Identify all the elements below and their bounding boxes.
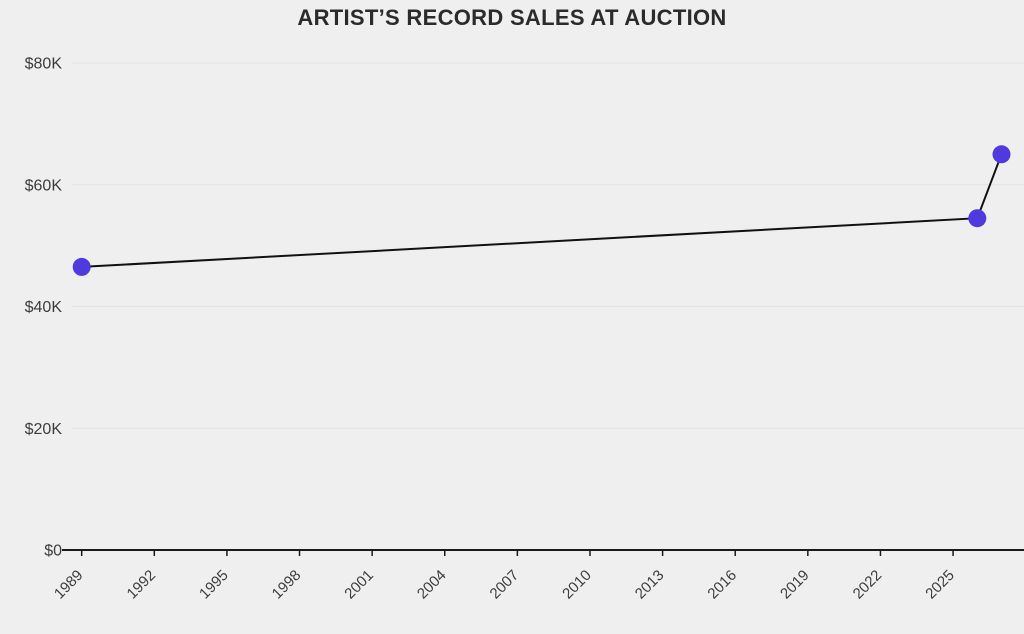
data-point bbox=[968, 209, 987, 228]
x-axis-tick-label: 2004 bbox=[414, 567, 450, 603]
x-axis-tick-label: 2016 bbox=[704, 567, 740, 603]
y-axis-tick-label: $80K bbox=[25, 56, 63, 73]
chart-title: ARTIST’S RECORD SALES AT AUCTION bbox=[297, 5, 727, 30]
y-axis-tick-label: $20K bbox=[25, 421, 63, 438]
x-axis-tick-label: 2019 bbox=[777, 567, 813, 603]
y-axis-tick-label: $60K bbox=[25, 177, 63, 194]
y-axis-tick-label: $40K bbox=[25, 299, 63, 316]
x-axis-tick-label: 2025 bbox=[922, 567, 958, 603]
y-axis-tick-label: $0 bbox=[44, 543, 62, 560]
x-axis-tick-label: 2010 bbox=[559, 567, 595, 603]
x-axis-tick-label: 2022 bbox=[850, 567, 886, 603]
x-axis-tick-label: 2007 bbox=[487, 567, 523, 603]
x-axis-tick-label: 1989 bbox=[51, 567, 87, 603]
x-axis-tick-label: 2013 bbox=[632, 567, 668, 603]
series-line bbox=[81, 153, 1003, 268]
x-axis-tick-label: 2001 bbox=[341, 567, 377, 603]
x-axis-tick-label: 1992 bbox=[124, 567, 160, 603]
data-point bbox=[72, 257, 91, 276]
x-axis-tick-label: 1998 bbox=[269, 567, 305, 603]
data-point bbox=[992, 145, 1011, 164]
x-axis-tick-label: 1995 bbox=[196, 567, 232, 603]
